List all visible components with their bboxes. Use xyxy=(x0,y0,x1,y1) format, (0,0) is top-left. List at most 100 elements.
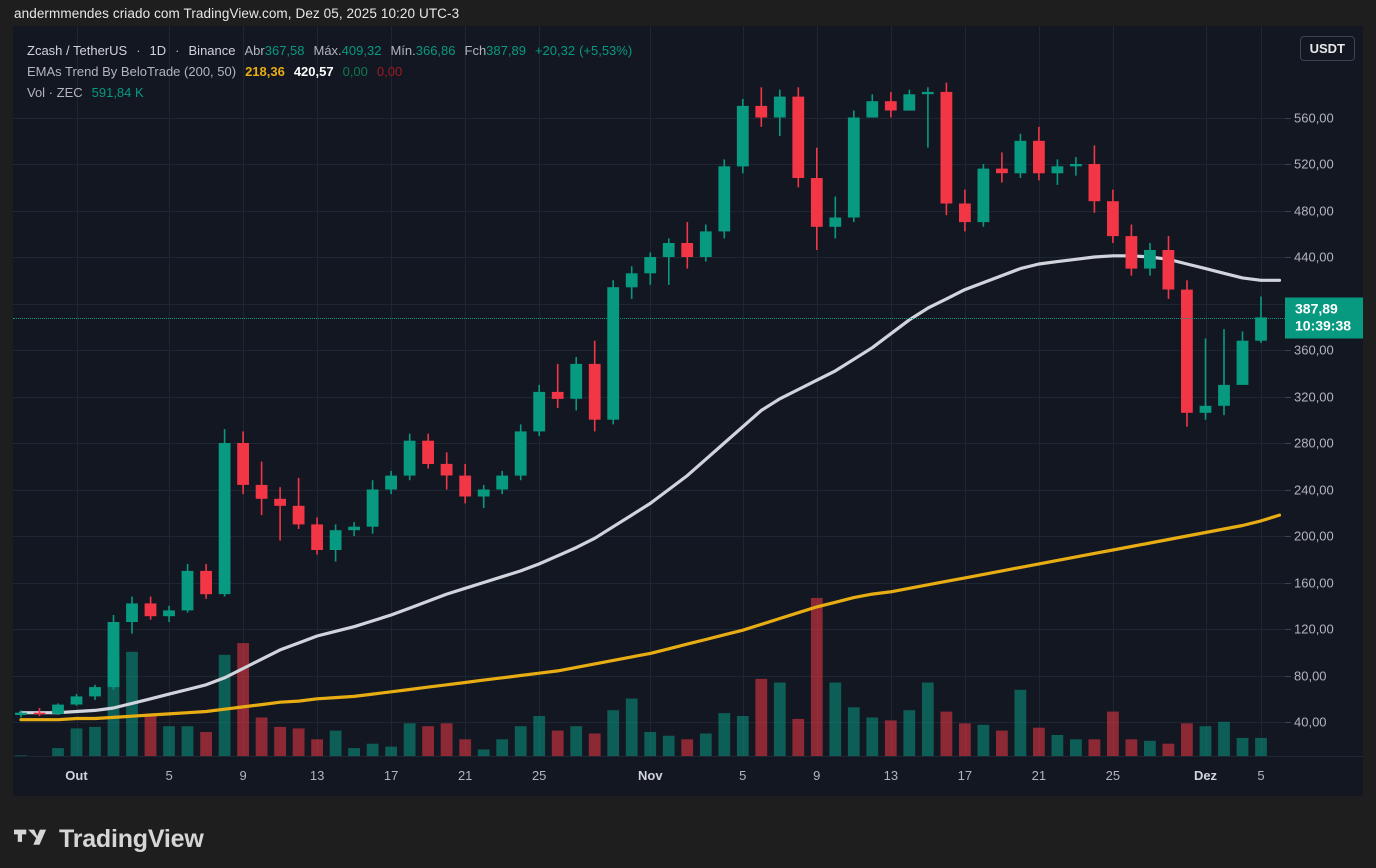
volume-bar xyxy=(1033,727,1045,769)
candle-body xyxy=(903,94,916,111)
legend-volume-row[interactable]: Vol · ZEC 591,84 K xyxy=(27,82,632,103)
volume-bar xyxy=(866,717,879,769)
volume-bar xyxy=(607,710,620,769)
price-scale-tick-dash xyxy=(1285,117,1291,119)
candle-body xyxy=(810,178,823,227)
ema-line xyxy=(19,254,1282,715)
legend-exchange: Binance xyxy=(188,43,236,58)
candle-body xyxy=(847,117,860,218)
candle-body xyxy=(662,243,675,257)
time-scale[interactable]: Out 5 9 13 17 21 25 Nov 5 9 13 17 21 25 Dez 5 xyxy=(13,756,1363,796)
volume-bar xyxy=(1218,721,1230,769)
candle-body xyxy=(1107,201,1119,237)
legend-indicator-value-1: 218,36 xyxy=(245,64,285,79)
legend-change-pct: (+5,53%) xyxy=(579,43,633,58)
volume-bar xyxy=(773,682,786,769)
grid-line-horizontal xyxy=(13,629,1285,630)
volume-bar xyxy=(736,716,749,769)
time-scale-label: 5 xyxy=(739,768,747,783)
grid-line-vertical xyxy=(391,26,393,778)
legend-close-value: 387,89 xyxy=(486,43,526,58)
time-scale-label: 25 xyxy=(531,768,547,783)
volume-bar xyxy=(311,739,323,769)
volume-bar xyxy=(70,728,83,769)
candle-body xyxy=(829,217,842,227)
candle-body xyxy=(866,101,879,118)
volume-bar xyxy=(810,597,823,769)
legend-sep-1: · xyxy=(136,43,141,58)
volume-bar xyxy=(699,733,712,769)
candle-body xyxy=(921,91,934,95)
candle-body xyxy=(440,463,453,476)
currency-badge[interactable]: USDT xyxy=(1299,36,1355,61)
volume-bar xyxy=(126,651,138,769)
price-scale-tick: 520,00 xyxy=(1294,156,1334,172)
price-scale-tick: 120,00 xyxy=(1294,621,1334,637)
volume-bar xyxy=(329,730,342,769)
price-scale-tick: 360,00 xyxy=(1294,342,1334,358)
candle-body xyxy=(144,603,157,617)
last-price-label: 387,89 10:39:38 xyxy=(1285,297,1363,339)
volume-bar xyxy=(274,726,286,769)
legend-volume-value: 591,84 K xyxy=(91,85,144,100)
volume-bar xyxy=(940,711,953,769)
legend-indicator-value-4: 0,00 xyxy=(376,64,403,79)
candle-body xyxy=(1162,250,1175,290)
legend-indicator-row[interactable]: EMAs Trend By BeloTrade (200, 50) 218,36… xyxy=(27,61,632,82)
candle-body xyxy=(181,570,194,611)
legend-symbol-row[interactable]: Zcash / TetherUS · 1D · Binance Abr 367,… xyxy=(27,40,632,61)
candle-body xyxy=(1181,289,1193,413)
candle-body xyxy=(126,603,138,622)
volume-bar xyxy=(1255,737,1267,769)
volume-bar xyxy=(496,739,509,769)
candle-body xyxy=(496,475,509,490)
legend-indicator-name[interactable]: EMAs Trend By BeloTrade (200, 50) xyxy=(27,64,237,79)
candle-body xyxy=(385,475,397,490)
legend-volume-label[interactable]: Vol · ZEC xyxy=(27,85,83,100)
candle-body xyxy=(681,243,694,257)
candle-body xyxy=(940,91,953,204)
price-scale-tick: 240,00 xyxy=(1294,482,1334,497)
volume-bar xyxy=(884,720,897,769)
price-scale-tick-dash xyxy=(1285,489,1291,491)
grid-line-vertical xyxy=(243,26,245,778)
time-scale-label: 21 xyxy=(457,768,473,783)
candle-body xyxy=(1088,164,1101,202)
price-and-volume-series xyxy=(15,82,1282,769)
candle-body xyxy=(15,712,27,715)
volume-bar xyxy=(1144,740,1156,769)
candle-body xyxy=(329,530,342,550)
price-scale[interactable]: USDT 387,89 10:39:38 560,00 520,00 480,00 4… xyxy=(1285,26,1363,778)
legend-sep-2: · xyxy=(175,43,180,58)
legend-interval[interactable]: 1D xyxy=(149,43,167,58)
legend-symbol[interactable]: Zcash / TetherUS xyxy=(27,43,128,58)
candle-body xyxy=(89,687,101,697)
legend-change-abs: +20,32 xyxy=(534,43,576,58)
legend-close-label: Fch xyxy=(464,43,487,58)
volume-bar xyxy=(89,726,101,769)
price-scale-tick: 200,00 xyxy=(1294,528,1334,544)
legend-high-value: 409,32 xyxy=(341,43,382,58)
volume-bar xyxy=(1199,726,1212,769)
grid-line-horizontal xyxy=(13,164,1285,165)
candle-body xyxy=(237,443,249,485)
volume-bar xyxy=(570,726,583,769)
grid-line-vertical xyxy=(1038,26,1040,778)
price-scale-tick-dash xyxy=(1285,257,1291,258)
candle-body xyxy=(996,168,1008,174)
grid-line-horizontal xyxy=(13,443,1285,444)
volume-bar xyxy=(459,739,472,769)
tradingview-logo-icon xyxy=(14,829,47,845)
candle-body xyxy=(588,363,601,420)
grid-line-horizontal xyxy=(13,350,1285,351)
volume-bar xyxy=(1236,737,1249,769)
candle-body xyxy=(200,570,212,595)
time-scale-label: 9 xyxy=(813,768,821,783)
chart-pane[interactable] xyxy=(13,26,1285,778)
grid-line-horizontal xyxy=(13,303,1285,305)
candle-body xyxy=(884,101,897,111)
time-scale-label: 25 xyxy=(1105,768,1121,783)
chart-frame[interactable]: Zcash / TetherUS · 1D · Binance Abr 367,… xyxy=(13,26,1363,796)
grid-line-horizontal xyxy=(13,582,1285,584)
grid-line-vertical xyxy=(465,26,467,778)
